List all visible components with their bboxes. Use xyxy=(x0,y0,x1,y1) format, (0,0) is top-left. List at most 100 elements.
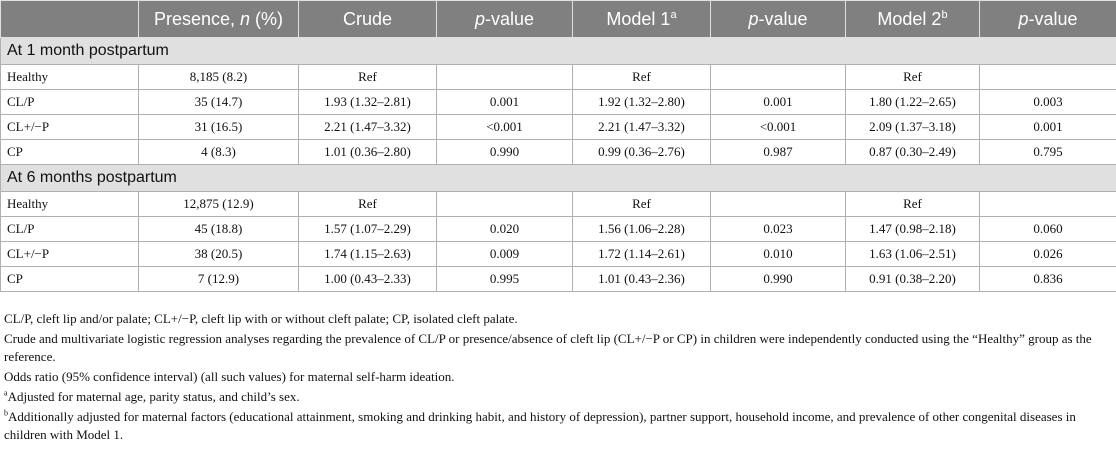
cell-model2: Ref xyxy=(845,191,980,217)
results-table: Presence, n (%) Crude p-value Model 1a p… xyxy=(0,0,1116,292)
cell-p-model1 xyxy=(710,191,846,217)
cell-presence: 38 (20.5) xyxy=(138,241,299,267)
cell-p-crude: <0.001 xyxy=(436,114,573,140)
header-presence-pre: Presence, xyxy=(153,8,241,29)
footnote-abbreviations: CL/P, cleft lip and/or palate; CL+/−P, c… xyxy=(4,311,518,326)
cell-p-model2 xyxy=(979,64,1116,90)
cell-p-crude: 0.001 xyxy=(436,89,573,115)
cell-presence: 8,185 (8.2) xyxy=(138,64,299,90)
footnote-a: aAdjusted for maternal age, parity statu… xyxy=(4,388,1112,406)
cell-p-model2: 0.003 xyxy=(979,89,1116,115)
cell-group: CP xyxy=(0,266,139,292)
header-presence-n: n xyxy=(240,8,251,29)
model1-label: Model 1 xyxy=(606,8,671,29)
footnote-b-text: Additionally adjusted for maternal facto… xyxy=(4,409,1076,442)
cell-p-crude: 0.009 xyxy=(436,241,573,267)
cell-group: CL+/−P xyxy=(0,241,139,267)
cell-model2: 2.09 (1.37–3.18) xyxy=(845,114,980,140)
cell-p-model2: 0.836 xyxy=(979,266,1116,292)
cell-group: CL+/−P xyxy=(0,114,139,140)
cell-crude: 1.93 (1.32–2.81) xyxy=(298,89,437,115)
cell-presence: 35 (14.7) xyxy=(138,89,299,115)
header-p-model2: p-value xyxy=(979,0,1116,38)
cell-p-model1: 0.023 xyxy=(710,216,846,242)
cell-model2: 0.91 (0.38–2.20) xyxy=(845,266,980,292)
cell-model1: 1.92 (1.32–2.80) xyxy=(572,89,711,115)
cell-p-model1: 0.990 xyxy=(710,266,846,292)
cell-model2: 0.87 (0.30–2.49) xyxy=(845,139,980,165)
cell-p-crude xyxy=(436,64,573,90)
cell-model2: 1.47 (0.98–2.18) xyxy=(845,216,980,242)
table-row: CL+/−P 31 (16.5) 2.21 (1.47–3.32) <0.001 2.2… xyxy=(0,114,1116,140)
footnote-a-marker: a xyxy=(4,388,8,398)
cell-p-crude: 0.995 xyxy=(436,266,573,292)
cell-presence: 45 (18.8) xyxy=(138,216,299,242)
header-p-crude: p-value xyxy=(436,0,573,38)
footnote-b: bAdditionally adjusted for maternal fact… xyxy=(4,408,1112,444)
header-presence: Presence, n (%) xyxy=(138,0,299,38)
cell-p-model1: <0.001 xyxy=(710,114,846,140)
cell-p-model2: 0.026 xyxy=(979,241,1116,267)
header-model1: Model 1a xyxy=(572,0,711,38)
p-suffix: -value xyxy=(1028,8,1078,29)
table-row: Healthy 12,875 (12.9) Ref Ref Ref xyxy=(0,191,1116,217)
cell-crude: Ref xyxy=(298,191,437,217)
cell-presence: 31 (16.5) xyxy=(138,114,299,140)
model2-label: Model 2 xyxy=(877,8,942,29)
cell-model1: 1.56 (1.06–2.28) xyxy=(572,216,711,242)
cell-crude: 1.57 (1.07–2.29) xyxy=(298,216,437,242)
table-row: CP 7 (12.9) 1.00 (0.43–2.33) 0.995 1.01 (0.4… xyxy=(0,266,1116,292)
cell-model2: 1.80 (1.22–2.65) xyxy=(845,89,980,115)
section-title: At 1 month postpartum xyxy=(0,37,1116,65)
cell-model2: 1.63 (1.06–2.51) xyxy=(845,241,980,267)
section-title: At 6 months postpartum xyxy=(0,164,1116,192)
cell-presence: 7 (12.9) xyxy=(138,266,299,292)
cell-group: CL/P xyxy=(0,89,139,115)
cell-model2: Ref xyxy=(845,64,980,90)
cell-crude: 1.01 (0.36–2.80) xyxy=(298,139,437,165)
cell-p-model2 xyxy=(979,191,1116,217)
table-footnotes: CL/P, cleft lip and/or palate; CL+/−P, c… xyxy=(4,310,1112,446)
header-presence-post: (%) xyxy=(250,8,284,29)
table-row: CL/P 45 (18.8) 1.57 (1.07–2.29) 0.020 1.56 (… xyxy=(0,216,1116,242)
header-row: Presence, n (%) Crude p-value Model 1a p… xyxy=(0,0,1116,38)
cell-model1: 1.72 (1.14–2.61) xyxy=(572,241,711,267)
cell-p-model1: 0.987 xyxy=(710,139,846,165)
p-suffix: -value xyxy=(484,8,535,29)
cell-model1: 0.99 (0.36–2.76) xyxy=(572,139,711,165)
cell-group: CP xyxy=(0,139,139,165)
table-row: CP 4 (8.3) 1.01 (0.36–2.80) 0.990 0.99 (0.36… xyxy=(0,139,1116,165)
cell-p-model1: 0.010 xyxy=(710,241,846,267)
cell-model1: 2.21 (1.47–3.32) xyxy=(572,114,711,140)
cell-presence: 12,875 (12.9) xyxy=(138,191,299,217)
p-label: p xyxy=(748,8,759,29)
footnote-analysis: Crude and multivariate logistic regressi… xyxy=(4,331,1092,364)
cell-p-model2: 0.060 xyxy=(979,216,1116,242)
p-label: p xyxy=(474,8,485,29)
cell-p-crude: 0.990 xyxy=(436,139,573,165)
cell-model1: 1.01 (0.43–2.36) xyxy=(572,266,711,292)
table-body: At 1 month postpartum Healthy 8,185 (8.2) R… xyxy=(0,37,1116,292)
p-suffix: -value xyxy=(758,8,808,29)
footnote-b-marker: b xyxy=(4,408,8,418)
footnote-a-text: Adjusted for maternal age, parity status… xyxy=(7,389,300,404)
table-row: Healthy 8,185 (8.2) Ref Ref Ref xyxy=(0,64,1116,90)
cell-model1: Ref xyxy=(572,191,711,217)
cell-p-model1: 0.001 xyxy=(710,89,846,115)
model1-superscript: a xyxy=(670,8,677,21)
cell-p-model2: 0.795 xyxy=(979,139,1116,165)
cell-p-model1 xyxy=(710,64,846,90)
header-model2: Model 2b xyxy=(845,0,980,38)
cell-model1: Ref xyxy=(572,64,711,90)
header-p-model1: p-value xyxy=(710,0,846,38)
model2-superscript: b xyxy=(941,8,948,21)
p-label: p xyxy=(1018,8,1029,29)
cell-p-crude: 0.020 xyxy=(436,216,573,242)
cell-p-crude xyxy=(436,191,573,217)
section-header-row: At 1 month postpartum xyxy=(0,37,1116,65)
footnote-odds-ratio: Odds ratio (95% confidence interval) (al… xyxy=(4,369,455,384)
section-header-row: At 6 months postpartum xyxy=(0,164,1116,192)
cell-crude: 1.00 (0.43–2.33) xyxy=(298,266,437,292)
cell-crude: 1.74 (1.15–2.63) xyxy=(298,241,437,267)
table-row: CL/P 35 (14.7) 1.93 (1.32–2.81) 0.001 1.92 (… xyxy=(0,89,1116,115)
